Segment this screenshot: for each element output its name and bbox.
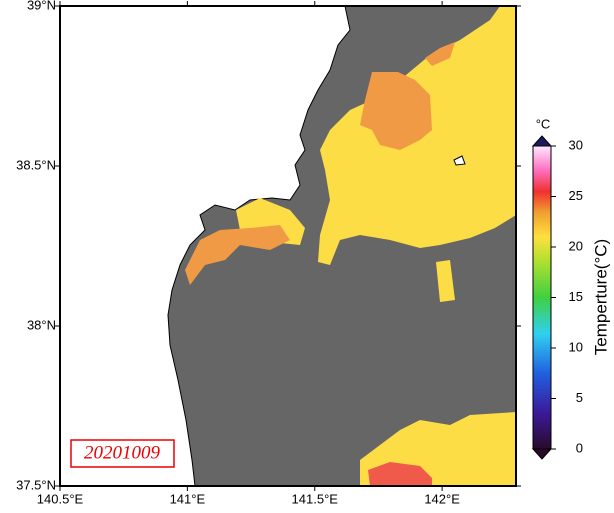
x-tick-label: 141°E xyxy=(170,491,206,506)
hot-water xyxy=(368,462,432,486)
orange-water xyxy=(360,72,432,150)
y-tick-label: 38°N xyxy=(27,317,56,332)
colorbar-min-arrow xyxy=(531,448,553,460)
colorbar-tick-label: 15 xyxy=(569,289,583,304)
islet xyxy=(453,155,466,166)
orange-water xyxy=(185,225,290,285)
colorbar-tick-label: 30 xyxy=(569,137,583,152)
colorbar-tick-label: 10 xyxy=(569,339,583,354)
colorbar-unit: °C xyxy=(536,116,551,131)
map-frame xyxy=(59,5,517,487)
x-tick-label: 141.5°E xyxy=(292,491,339,506)
colorbar-tick-label: 20 xyxy=(569,238,583,253)
colorbar-max-arrow xyxy=(531,135,553,147)
colorbar-title: Temperture(°C) xyxy=(591,239,610,355)
map-area xyxy=(60,6,516,486)
y-tick-label: 37.5°N xyxy=(16,477,56,492)
warm-water xyxy=(436,260,455,302)
x-tick-label: 142°E xyxy=(424,491,460,506)
y-tick-label: 38.5°N xyxy=(16,157,56,172)
colorbar-tick-label: 5 xyxy=(576,390,583,405)
orange-water xyxy=(425,42,455,66)
colorbar-tick-label: 0 xyxy=(576,440,583,455)
colorbar-tick-label: 25 xyxy=(569,188,583,203)
date-box xyxy=(70,439,175,468)
y-tick-label: 39°N xyxy=(27,0,56,12)
x-tick-label: 140.5°E xyxy=(37,491,84,506)
date-label: 20201009 xyxy=(84,442,161,463)
colorbar xyxy=(532,145,552,450)
